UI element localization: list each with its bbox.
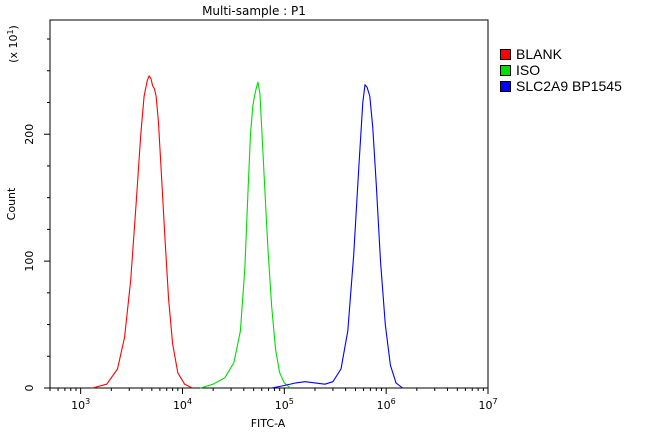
legend-swatch: [500, 48, 511, 60]
plot-area: [49, 19, 489, 389]
legend-swatch: [500, 80, 511, 92]
legend-label: ISO: [516, 62, 541, 78]
plot-frame: [49, 19, 489, 389]
series-layer: [92, 75, 403, 389]
legend-swatch: [500, 64, 511, 76]
y-multiplier-base: (x 10: [7, 35, 20, 63]
legend-item: BLANK: [500, 46, 622, 62]
series-line-1: [200, 81, 291, 389]
chart-title: Multi-sample : P1: [202, 4, 306, 18]
series-line-0: [92, 75, 193, 389]
y-axis-label: Count: [5, 187, 18, 220]
legend-label: BLANK: [516, 46, 562, 62]
x-tick-label: 105: [275, 397, 294, 412]
y-tick-label: 100: [23, 251, 36, 272]
x-tick-label: 104: [173, 397, 192, 412]
y-tick-label: 200: [23, 124, 36, 145]
legend-label: SLC2A9 BP1545: [516, 78, 622, 94]
y-multiplier-exp: 1: [6, 29, 15, 34]
y-multiplier-label: (x 101): [6, 25, 20, 63]
legend-item: SLC2A9 BP1545: [500, 78, 622, 94]
x-tick-label: 107: [478, 397, 497, 412]
x-tick-label: 103: [71, 397, 90, 412]
series-line-2: [271, 84, 403, 389]
y-axis: 0 100 200: [23, 38, 50, 392]
x-tick-label: 106: [377, 397, 396, 412]
x-axis: 103 104 105 106 107: [49, 388, 498, 412]
x-axis-label: FITC-A: [251, 417, 286, 430]
y-tick-label: 0: [23, 385, 36, 392]
legend: BLANK ISO SLC2A9 BP1545: [500, 46, 622, 94]
legend-item: ISO: [500, 62, 622, 78]
